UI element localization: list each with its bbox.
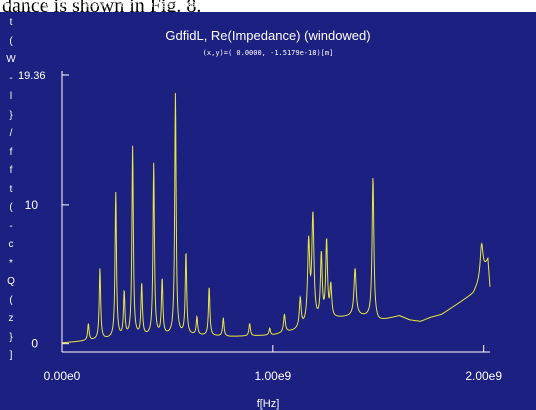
caption-crop: dance is shown in Fig. 8. (0, 0, 536, 12)
x-tick-label: 2.00e9 (465, 369, 502, 383)
y-axis-label-char: Q (7, 276, 15, 287)
plot-header: Mon Jul 5 09:03:57 2010ul1, total charge… (2, 1, 462, 9)
y-axis-label-char: ] (9, 350, 13, 361)
y-max-label: 19.36 (18, 70, 46, 82)
impedance-series-line (61, 93, 491, 344)
y-axis-label-char: W (6, 54, 16, 65)
y-axis-label-char: t (9, 17, 13, 28)
y-axis-label: t(W - l} / f f t(- c * Q(z}] (6, 14, 16, 366)
y-tick-label: 0 (31, 337, 38, 351)
caption-crop-text: dance is shown in Fig. 8. (2, 0, 202, 12)
y-axis-label-char: c (8, 239, 14, 250)
y-axis-label-char: } (9, 331, 13, 343)
y-axis-label-char: * (9, 257, 13, 269)
y-axis-label-char: t (9, 183, 13, 195)
y-axis-label-char: ( (9, 294, 13, 306)
x-axis-label: f[Hz] (256, 398, 280, 410)
x-tick-label: 1.00e9 (254, 369, 291, 383)
chart-title: GdfidL, Re(Impedance) (windowed) (165, 28, 371, 43)
y-axis-label-char: ( (9, 202, 13, 213)
y-axis-label-char: f (9, 165, 13, 176)
y-axis-label-char: f (9, 146, 13, 158)
y-axis-label-char: - (9, 220, 13, 232)
y-axis-label-char: ( (9, 35, 13, 47)
chart-subtitle: (x,y)=( 0.0000, -1.5179e-18)[m] (202, 49, 334, 57)
y-axis-label-char: z (8, 313, 14, 324)
y-axis-label-char: - (9, 72, 13, 84)
y-tick-label: 10 (25, 198, 39, 212)
y-axis-label-char: / (9, 128, 13, 139)
y-axis-label-char: } (9, 109, 13, 121)
x-tick-label: 0.00e0 (44, 369, 81, 383)
y-axis-label-char: l (9, 91, 13, 102)
